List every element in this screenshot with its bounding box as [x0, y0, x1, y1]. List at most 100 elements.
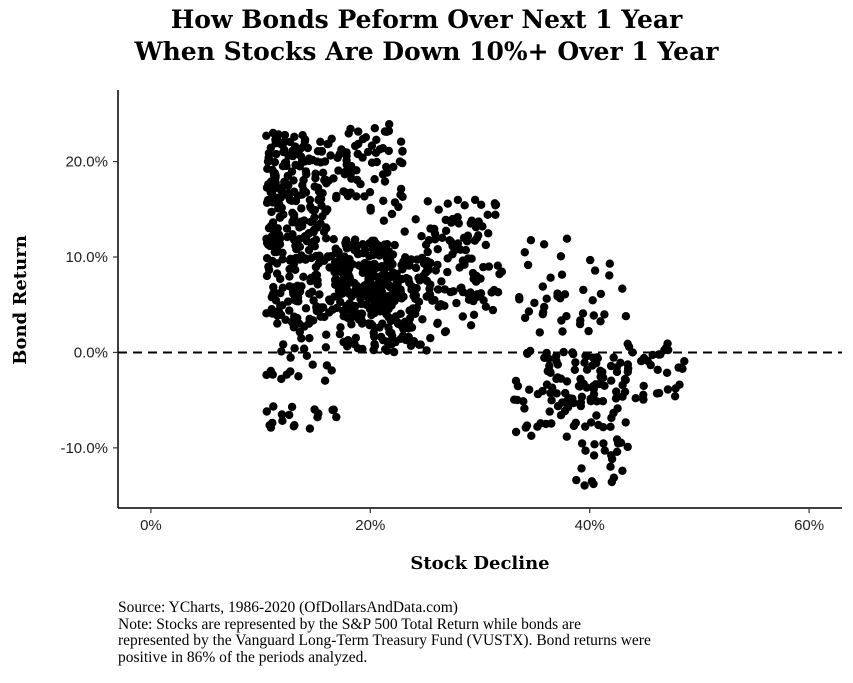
- data-point: [558, 327, 567, 336]
- data-point: [309, 225, 319, 235]
- data-point: [301, 254, 310, 263]
- data-point: [680, 357, 689, 366]
- data-point: [354, 127, 363, 136]
- data-point: [575, 319, 585, 329]
- data-point: [540, 302, 549, 312]
- data-point: [305, 334, 314, 343]
- data-point: [289, 235, 299, 245]
- data-point: [290, 132, 299, 141]
- data-point: [364, 273, 373, 283]
- data-point: [351, 289, 361, 298]
- data-point: [375, 307, 385, 316]
- data-point: [284, 181, 293, 190]
- data-point: [605, 271, 614, 280]
- data-point: [278, 255, 287, 264]
- data-point: [311, 262, 321, 272]
- data-point: [375, 145, 385, 154]
- data-point: [262, 309, 271, 318]
- data-point: [460, 201, 469, 210]
- data-point: [396, 137, 406, 146]
- x-axis-title: Stock Decline: [410, 553, 549, 574]
- data-point: [382, 346, 392, 355]
- data-point: [385, 120, 394, 129]
- data-point: [332, 303, 342, 313]
- data-point: [411, 263, 421, 273]
- data-point: [637, 356, 646, 366]
- data-point: [370, 302, 379, 311]
- data-point: [466, 219, 475, 228]
- data-point: [306, 217, 315, 227]
- data-point: [264, 154, 273, 163]
- data-point: [300, 322, 309, 331]
- data-point: [445, 236, 454, 245]
- data-point: [382, 260, 392, 270]
- data-point: [323, 205, 332, 214]
- data-point: [618, 392, 627, 401]
- data-point: [441, 226, 451, 235]
- data-point: [530, 298, 539, 308]
- data-point: [594, 420, 603, 430]
- data-point: [546, 273, 555, 282]
- data-point: [606, 422, 615, 431]
- data-point: [276, 288, 285, 298]
- data-point: [315, 251, 324, 260]
- data-point: [511, 376, 521, 386]
- data-point: [426, 333, 435, 343]
- data-point: [510, 395, 519, 404]
- data-point: [367, 310, 376, 320]
- data-point: [433, 285, 443, 294]
- data-point: [341, 188, 350, 197]
- data-point: [618, 466, 627, 475]
- x-tick-label: 40%: [575, 517, 605, 534]
- data-point: [548, 383, 557, 392]
- data-point: [289, 176, 298, 185]
- data-point: [277, 410, 287, 419]
- data-point: [279, 340, 288, 349]
- data-point: [481, 302, 491, 311]
- data-point: [287, 196, 296, 205]
- data-point: [322, 224, 331, 233]
- data-point: [289, 259, 298, 269]
- data-point: [552, 351, 561, 361]
- data-point: [336, 323, 345, 332]
- data-point: [300, 216, 309, 225]
- y-tick-label: 10.0%: [65, 249, 108, 266]
- data-point: [299, 272, 308, 281]
- data-point: [369, 332, 379, 341]
- data-point: [423, 197, 432, 206]
- data-point: [478, 222, 487, 231]
- data-point: [291, 142, 300, 151]
- data-point: [552, 389, 561, 398]
- data-point: [592, 411, 601, 420]
- data-point: [370, 175, 379, 184]
- data-point: [477, 200, 486, 209]
- data-point: [469, 310, 479, 319]
- data-point: [396, 184, 406, 194]
- y-axis-title: Bond Return: [10, 235, 31, 365]
- data-point: [582, 351, 592, 361]
- data-point: [524, 307, 534, 316]
- data-point: [560, 290, 570, 299]
- data-point: [326, 297, 335, 306]
- data-point: [553, 373, 562, 382]
- data-point: [581, 446, 590, 455]
- data-point: [297, 282, 306, 291]
- data-point: [375, 273, 385, 282]
- data-point: [320, 157, 330, 166]
- data-point: [562, 396, 571, 406]
- chart-title-line-2: When Stocks Are Down 10%+ Over 1 Year: [134, 37, 719, 66]
- data-point: [334, 166, 343, 175]
- data-point: [553, 289, 562, 298]
- data-point: [476, 274, 485, 283]
- data-point: [469, 274, 478, 284]
- data-point: [542, 294, 551, 303]
- data-point: [266, 143, 275, 152]
- data-point: [352, 281, 362, 291]
- data-point: [584, 326, 593, 336]
- data-point: [327, 366, 336, 375]
- data-point: [643, 356, 652, 366]
- data-point: [353, 249, 363, 259]
- data-point: [361, 133, 371, 142]
- data-point: [579, 285, 588, 295]
- data-point: [639, 381, 648, 391]
